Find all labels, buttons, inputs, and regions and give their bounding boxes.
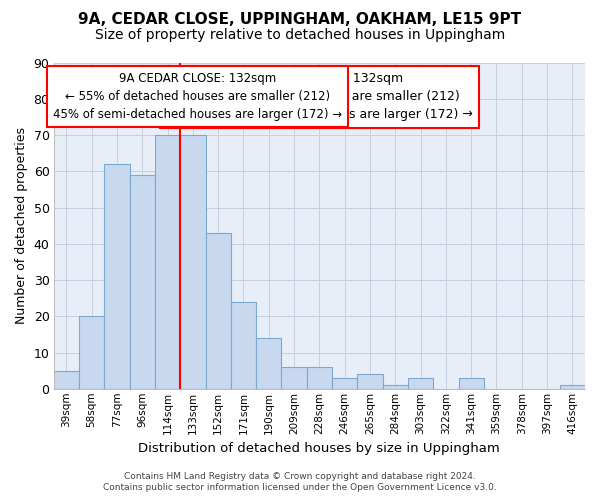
Bar [358,374,383,389]
Bar [155,135,180,389]
Bar [206,233,231,389]
Text: 9A CEDAR CLOSE: 132sqm
← 55% of detached houses are smaller (212)
45% of semi-de: 9A CEDAR CLOSE: 132sqm ← 55% of detached… [53,72,342,122]
Bar [104,164,130,389]
Text: 9A CEDAR CLOSE: 132sqm
← 55% of detached houses are smaller (212)
45% of semi-de: 9A CEDAR CLOSE: 132sqm ← 55% of detached… [166,72,473,122]
Bar [130,175,155,389]
Bar [307,367,332,389]
Bar [180,135,206,389]
Bar [383,385,408,389]
Text: 9A, CEDAR CLOSE, UPPINGHAM, OAKHAM, LE15 9PT: 9A, CEDAR CLOSE, UPPINGHAM, OAKHAM, LE15… [79,12,521,28]
Text: Contains HM Land Registry data © Crown copyright and database right 2024.
Contai: Contains HM Land Registry data © Crown c… [103,472,497,492]
Y-axis label: Number of detached properties: Number of detached properties [15,127,28,324]
Bar [458,378,484,389]
X-axis label: Distribution of detached houses by size in Uppingham: Distribution of detached houses by size … [139,442,500,455]
Bar [54,370,79,389]
Bar [408,378,433,389]
Text: Size of property relative to detached houses in Uppingham: Size of property relative to detached ho… [95,28,505,42]
Bar [231,302,256,389]
Bar [79,316,104,389]
Bar [560,385,585,389]
Bar [281,367,307,389]
Bar [332,378,358,389]
Bar [256,338,281,389]
